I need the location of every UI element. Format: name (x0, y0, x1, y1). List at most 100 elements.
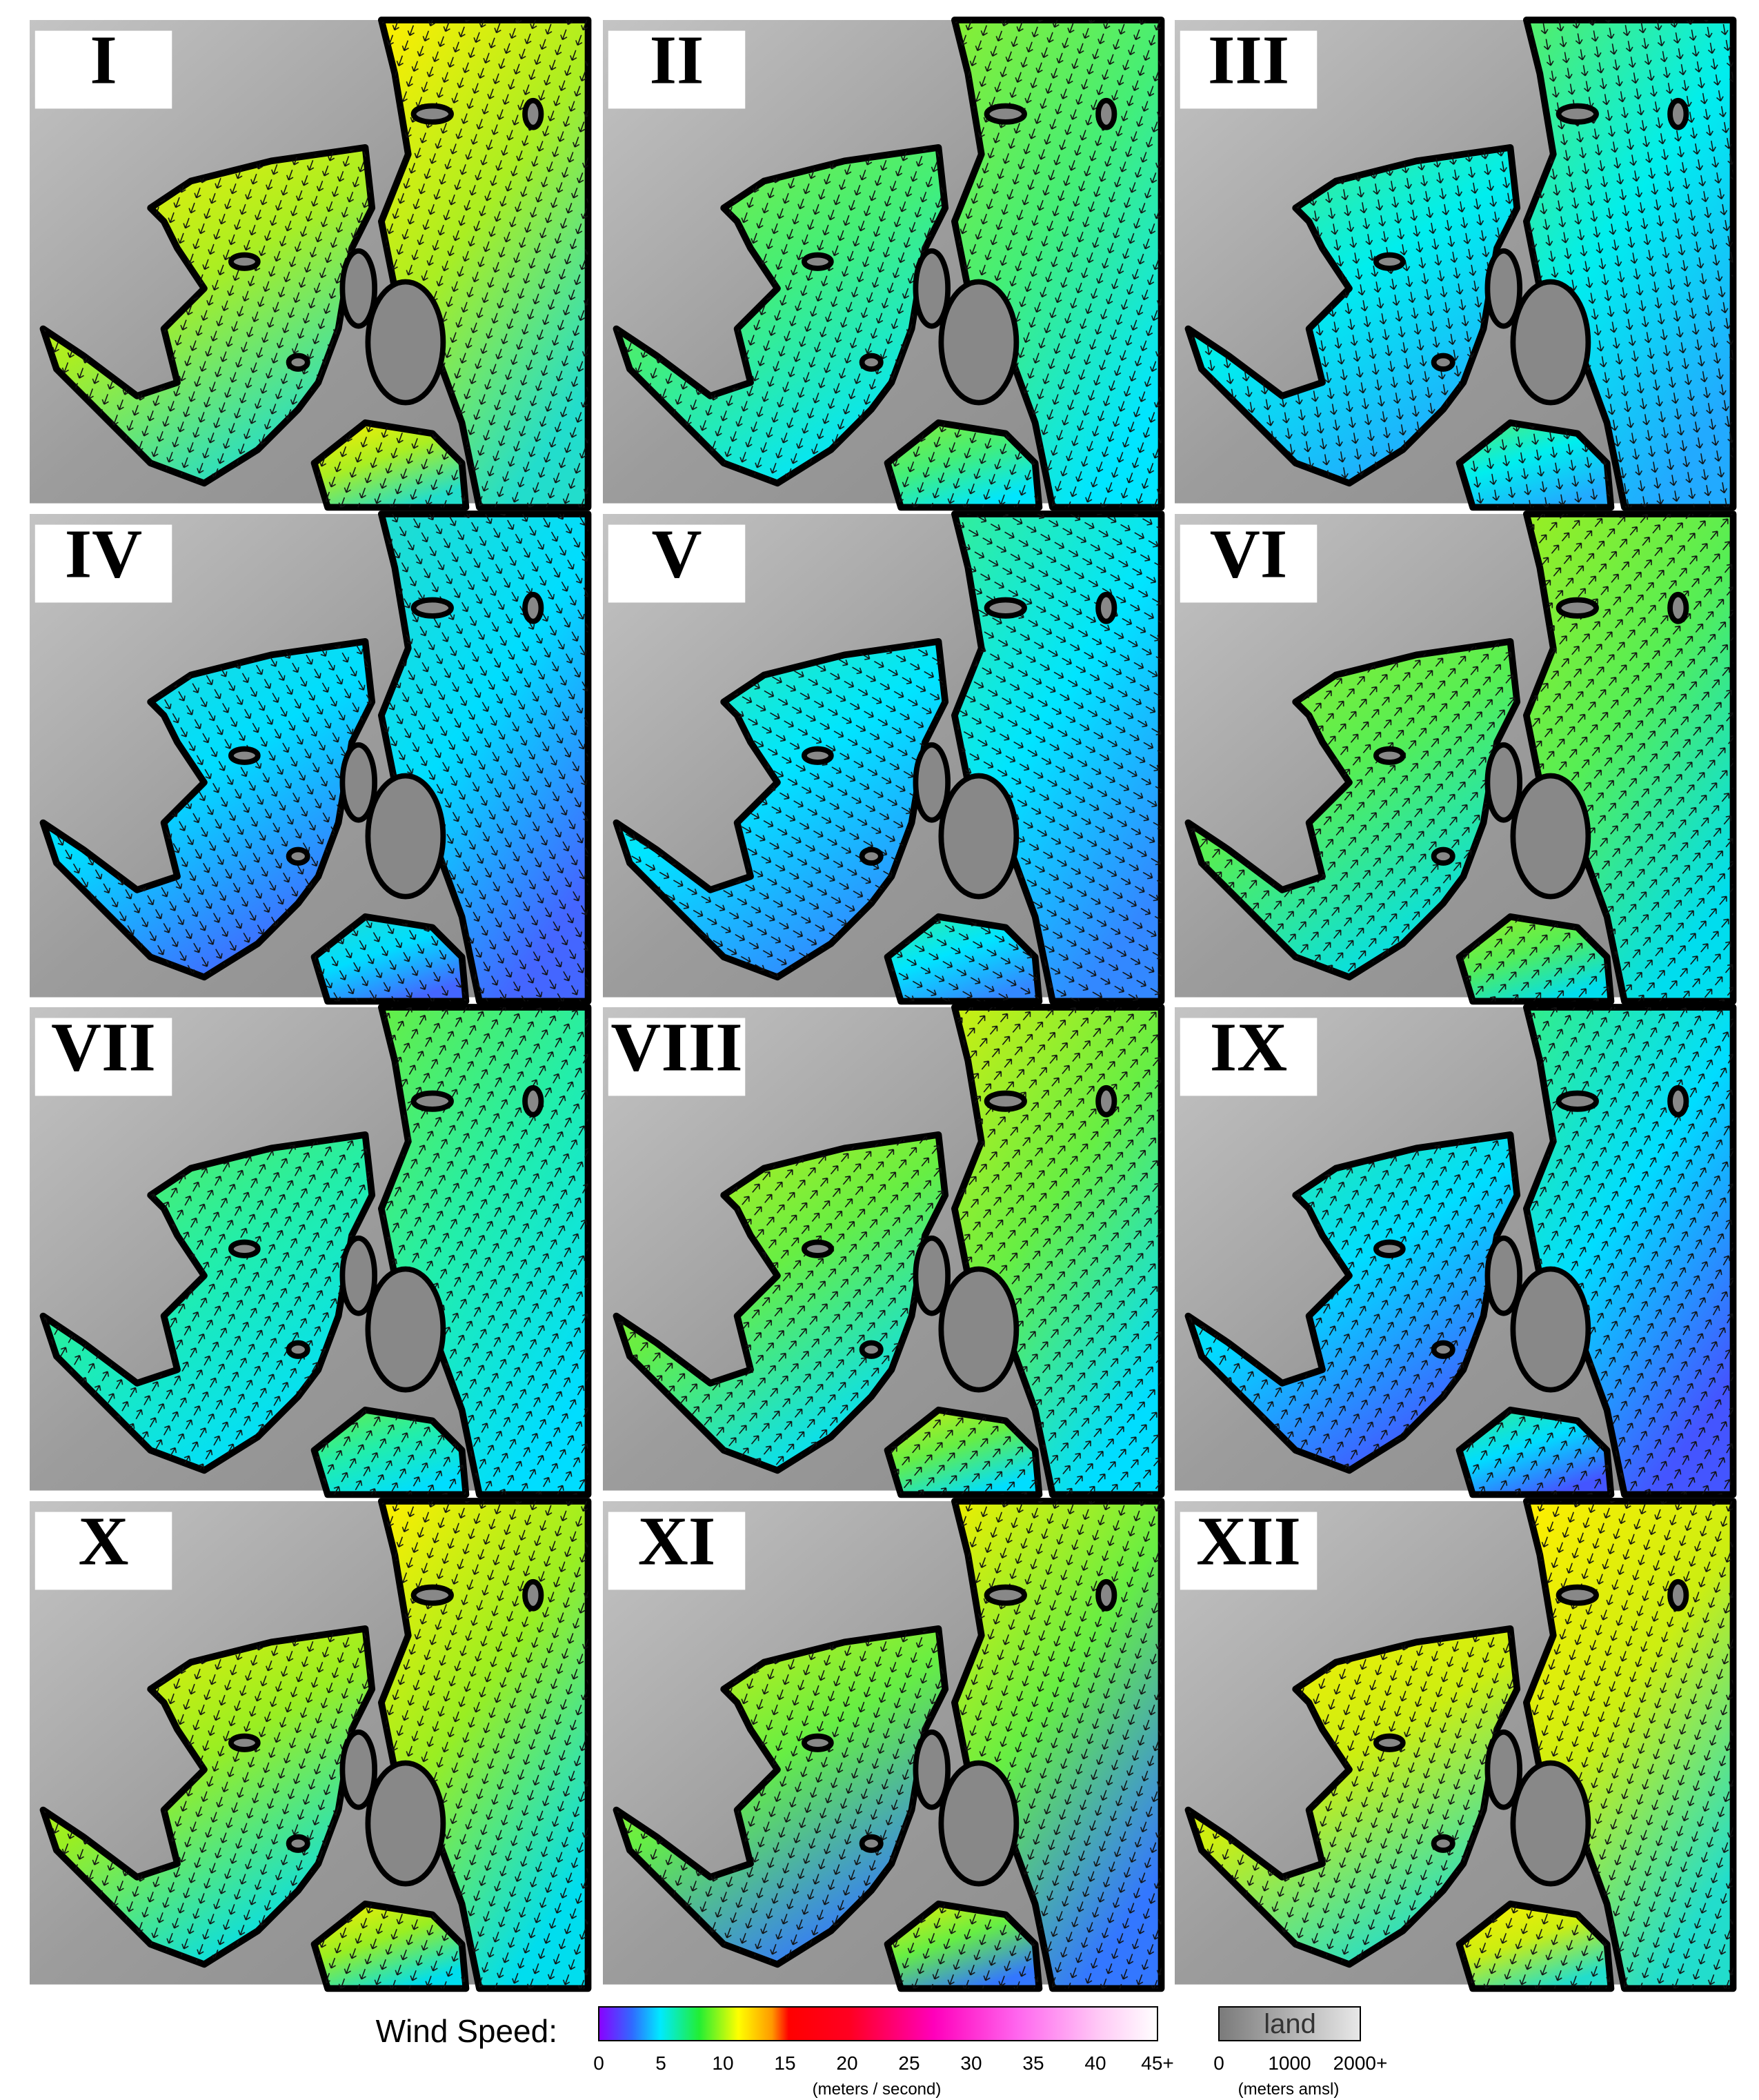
island (913, 248, 951, 329)
island (938, 1266, 1020, 1393)
island (339, 1235, 378, 1316)
island (913, 1235, 951, 1316)
panel-label: I (90, 21, 117, 98)
label-box (608, 524, 746, 603)
island (1373, 252, 1406, 271)
panel-label: XI (638, 1502, 715, 1579)
island (913, 742, 951, 823)
island (859, 846, 884, 866)
island (522, 97, 544, 130)
island (1095, 1578, 1117, 1612)
island (984, 1584, 1027, 1606)
label-box (1180, 1018, 1318, 1096)
island (1510, 1266, 1591, 1393)
island (410, 103, 454, 125)
map-panel: XII (1175, 1501, 1733, 1988)
island (339, 248, 378, 329)
island (1484, 1235, 1523, 1316)
island (339, 1729, 378, 1810)
island (1431, 1340, 1455, 1359)
island (1373, 1733, 1406, 1752)
island (1556, 103, 1599, 125)
colorbar-tick-label: 15 (774, 2052, 795, 2074)
island (859, 1834, 884, 1853)
island (1510, 773, 1591, 900)
island (1095, 97, 1117, 130)
land-bar (1218, 2006, 1361, 2041)
island (938, 279, 1020, 406)
colorbar-tick-label: 40 (1084, 2052, 1106, 2074)
island (286, 846, 310, 866)
colorbar-tick-label: 10 (712, 2052, 733, 2074)
panel-label: II (650, 21, 704, 98)
island (410, 1090, 454, 1112)
island (802, 1733, 834, 1752)
legend: Wind Speed: 0 5 10 15 20 25 30 35 40 45+ (meters / … (376, 2006, 1388, 2099)
map-panel: IX (1175, 1007, 1733, 1494)
island (984, 1090, 1027, 1112)
map-panel: XI (603, 1501, 1162, 1988)
panel-label: VIII (610, 1008, 742, 1085)
island (1556, 1090, 1599, 1112)
colorbar-tick-label: 45+ (1141, 2052, 1174, 2074)
island (228, 1733, 261, 1752)
island (365, 1266, 446, 1393)
map-panel: VIII (603, 1007, 1162, 1494)
colorbar (598, 2006, 1158, 2041)
island (1431, 353, 1455, 372)
island (984, 597, 1027, 619)
island (286, 353, 310, 372)
island (938, 1760, 1020, 1887)
colorbar-units: (meters / second) (813, 2080, 942, 2099)
island (339, 742, 378, 823)
island (1431, 846, 1455, 866)
island (1510, 279, 1591, 406)
panel-label: X (78, 1502, 128, 1579)
land-tick-label: 2000+ (1333, 2052, 1388, 2074)
island (802, 252, 834, 271)
panel-label: IX (1210, 1008, 1287, 1085)
island (522, 1084, 544, 1118)
island (1484, 248, 1523, 329)
island (228, 746, 261, 765)
island (522, 591, 544, 624)
panel-label: XII (1196, 1502, 1301, 1579)
island (365, 1760, 446, 1887)
legend-title: Wind Speed: (376, 2013, 557, 2049)
map-panel: IV (30, 514, 588, 1001)
label-box (34, 30, 172, 109)
land-label: land (1264, 2009, 1316, 2039)
colorbar-tick-label: 0 (593, 2052, 604, 2074)
panel-label: IV (65, 515, 142, 592)
island (1667, 591, 1689, 624)
island (365, 279, 446, 406)
label-box (34, 1018, 172, 1096)
island (228, 1239, 261, 1258)
label-box (34, 524, 172, 603)
panel-label: VI (1210, 515, 1287, 592)
land-tick-label: 1000 (1268, 2052, 1311, 2074)
colorbar-tick-label: 25 (898, 2052, 920, 2074)
island (1484, 1729, 1523, 1810)
colorbar-tick-label: 30 (960, 2052, 982, 2074)
map-panel: VII (30, 1007, 588, 1494)
island (1510, 1760, 1591, 1887)
island (802, 1239, 834, 1258)
island (410, 1584, 454, 1606)
colorbar-tick-label: 5 (655, 2052, 666, 2074)
island (1667, 1084, 1689, 1118)
label-box (1180, 524, 1318, 603)
island (859, 1340, 884, 1359)
map-panel: I (30, 20, 588, 507)
map-panel: X (30, 1501, 588, 1988)
island (522, 1578, 544, 1612)
island (1484, 742, 1523, 823)
island (1556, 597, 1599, 619)
island (1373, 1239, 1406, 1258)
island (1095, 591, 1117, 624)
island (1556, 1584, 1599, 1606)
island (365, 773, 446, 900)
island (1667, 97, 1689, 130)
island (859, 353, 884, 372)
